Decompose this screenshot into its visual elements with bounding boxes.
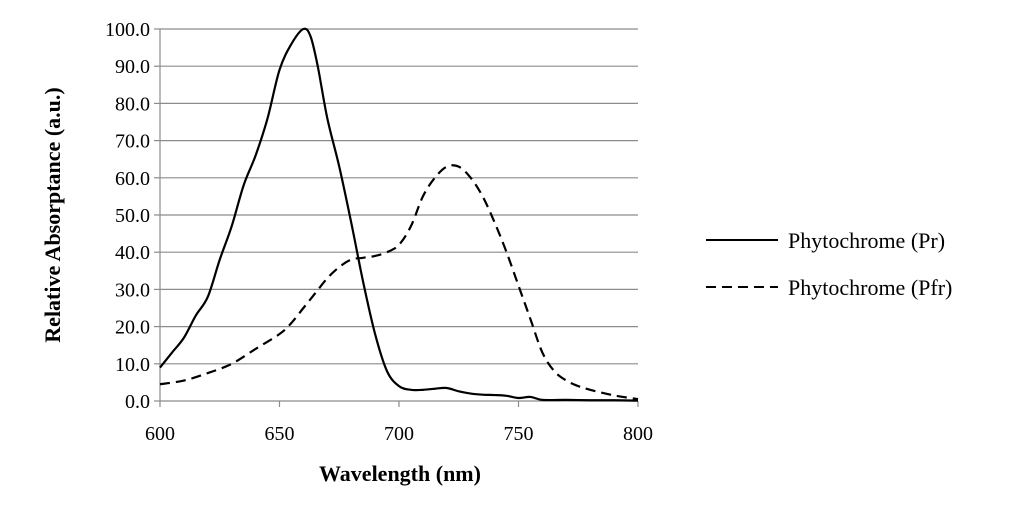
y-axis-title: Relative Absorptance (a.u.) <box>40 87 65 342</box>
series-line-pr <box>159 27 639 402</box>
axes <box>154 28 639 407</box>
y-tick-label-9: 90.0 <box>115 56 150 78</box>
x-tick-label-4: 800 <box>623 423 653 445</box>
y-tick-label-0: 0.0 <box>125 391 150 413</box>
series-line-pfr <box>159 164 639 401</box>
y-tick-label-8: 80.0 <box>115 93 150 115</box>
y-tick-label-1: 10.0 <box>115 354 150 376</box>
x-tick-label-1: 650 <box>265 423 295 445</box>
y-tick-label-3: 30.0 <box>115 279 150 301</box>
x-axis-title: Wavelength (nm) <box>319 461 481 486</box>
tick-labels: 0.0 10.0 20.0 30.0 40.0 50.0 60.0 70.0 80.0 90.0 1… <box>105 19 653 445</box>
y-tick-label-2: 20.0 <box>115 317 150 339</box>
y-tick-label-7: 70.0 <box>115 131 150 153</box>
y-tick-label-6: 60.0 <box>115 168 150 190</box>
y-tick-label-10: 100.0 <box>105 19 150 41</box>
x-tick-label-3: 750 <box>504 423 534 445</box>
y-tick-label-5: 50.0 <box>115 205 150 227</box>
legend-label-pr: Phytochrome (Pr) <box>788 228 945 253</box>
y-tick-label-4: 40.0 <box>115 242 150 264</box>
x-tick-label-2: 700 <box>384 423 414 445</box>
legend: Phytochrome (Pr) Phytochrome (Pfr) <box>706 228 952 300</box>
legend-label-pfr: Phytochrome (Pfr) <box>788 275 952 300</box>
x-tick-label-0: 600 <box>145 423 175 445</box>
series-lines <box>159 27 639 402</box>
gridlines <box>160 28 638 365</box>
